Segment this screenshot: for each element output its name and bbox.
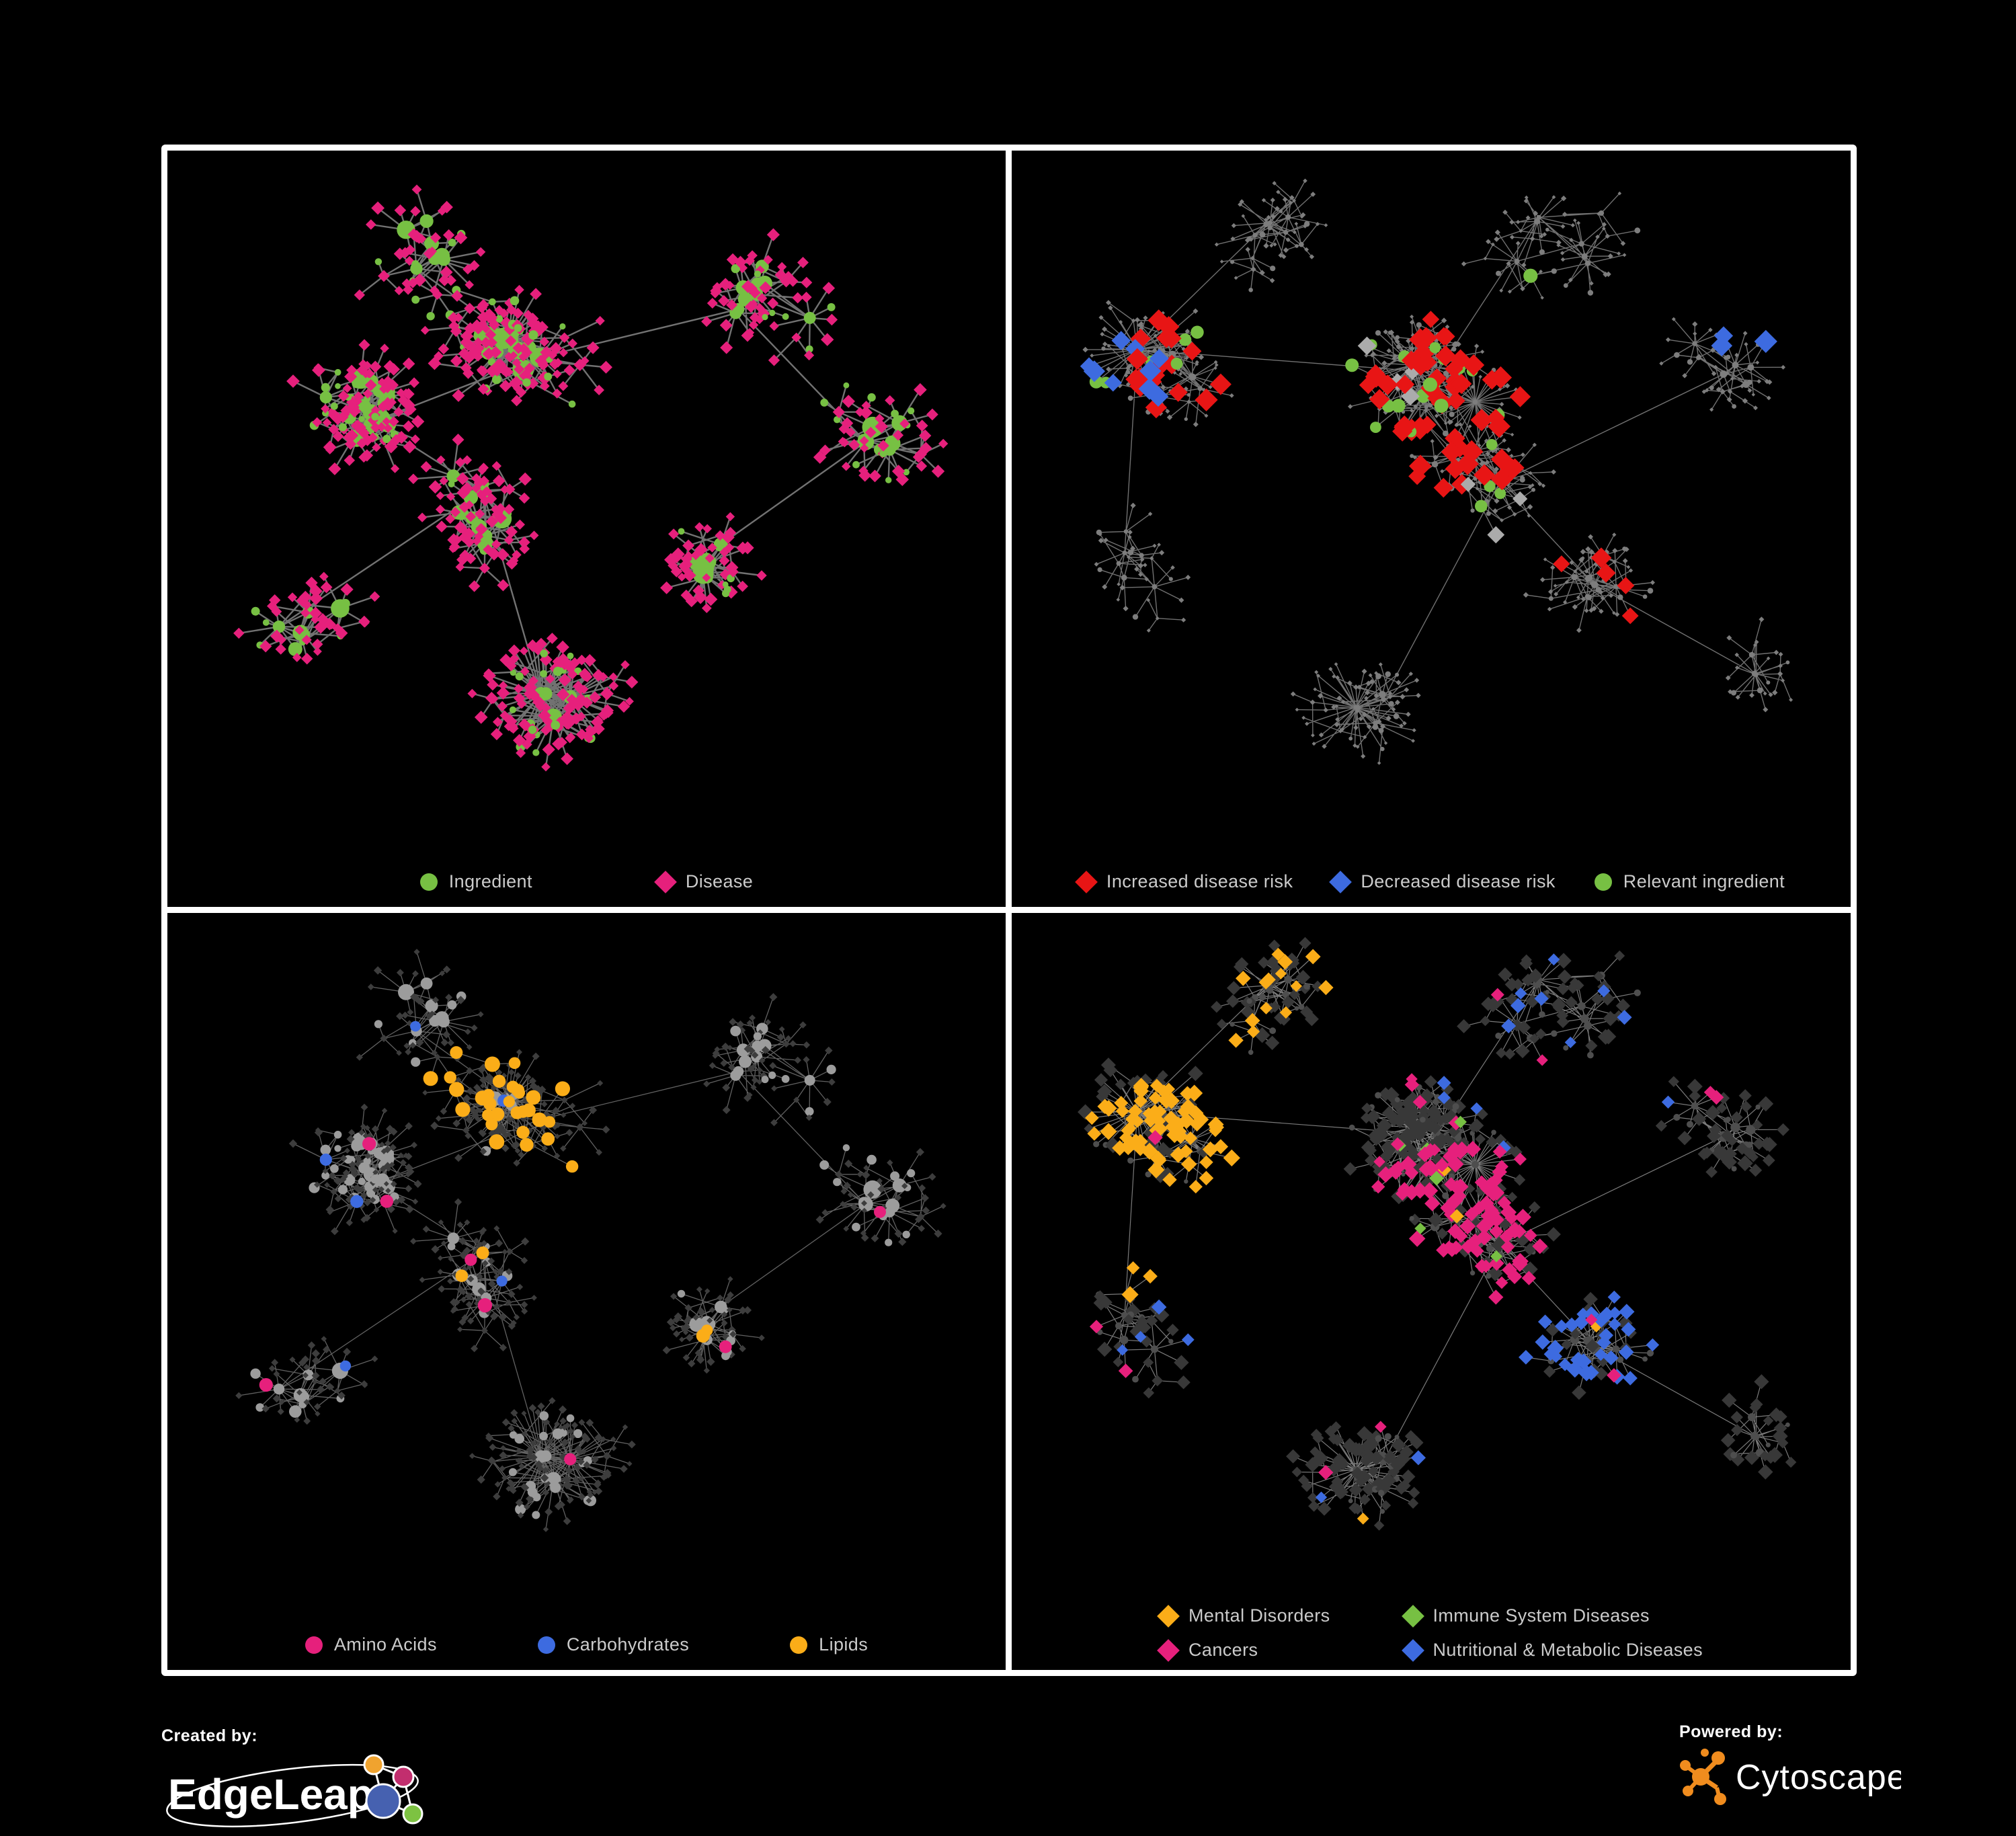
cytoscape-wordmark: Cytoscape <box>1736 1758 1901 1797</box>
cytoscape-node <box>1714 1793 1726 1805</box>
legend-item: Lipids <box>790 1634 868 1655</box>
legend-item: Relevant ingredient <box>1594 871 1785 892</box>
network-graph-disease-risk <box>1080 178 1793 765</box>
legend-marker-lipids <box>790 1636 808 1654</box>
cytoscape-node <box>1701 1749 1709 1757</box>
legend-label: Relevant ingredient <box>1623 871 1785 891</box>
cytoscape-logo: Cytoscape <box>1680 1749 1906 1805</box>
legend-label: Mental Disorders <box>1188 1605 1330 1626</box>
legend-label: Carbohydrates <box>566 1634 690 1654</box>
legend-marker-carbohydrates <box>537 1636 555 1654</box>
legend-marker-relevant-ingredient <box>1594 873 1612 891</box>
edgeleap-network-icon <box>363 1754 424 1825</box>
legend-label: Increased disease risk <box>1106 871 1293 891</box>
edgeleap-wordmark: EdgeLeap <box>168 1770 374 1819</box>
legend-label: Immune System Diseases <box>1433 1605 1650 1626</box>
legend-marker-decreased-risk <box>1329 870 1353 893</box>
cytoscape-node <box>1692 1768 1709 1786</box>
edgeleap-node-orange <box>363 1754 385 1775</box>
legend-disease-risk: Increased disease risk Decreased disease… <box>1012 870 1851 893</box>
four-panel-grid: Ingredient Disease Increased disease ris… <box>161 145 1857 1676</box>
legend-item: Disease <box>653 870 754 893</box>
legend-marker-amino-acids <box>305 1636 323 1654</box>
powered-by-label: Powered by: <box>1679 1722 1783 1741</box>
cytoscape-node <box>1680 1760 1691 1771</box>
created-by-label: Created by: <box>161 1726 258 1745</box>
edgeleap-node-magenta <box>392 1765 415 1788</box>
network-graph-disease-categories <box>1078 936 1797 1531</box>
panel-macronutrients: Amino Acids Carbohydrates Lipids <box>167 913 1006 1670</box>
legend-label: Nutritional & Metabolic Diseases <box>1433 1640 1703 1660</box>
legend-marker-increased-risk <box>1075 870 1098 893</box>
legend-marker-disease <box>653 870 677 893</box>
legend-label: Disease <box>685 871 754 891</box>
edgeleap-credit: Created by: EdgeLeap <box>161 1726 484 1836</box>
panel-disease-categories: Mental Disorders Immune System Diseases … <box>1012 913 1851 1670</box>
edgeleap-logo: EdgeLeap <box>166 1754 424 1828</box>
cytoscape-node <box>1683 1786 1693 1796</box>
legend-label: Amino Acids <box>333 1634 437 1654</box>
legend-label: Lipids <box>819 1634 869 1654</box>
panel-ingredient-disease: Ingredient Disease <box>167 151 1006 907</box>
legend-label: Cancers <box>1188 1640 1258 1660</box>
cytoscape-node <box>1711 1751 1725 1765</box>
legend-marker-ingredient <box>419 873 438 891</box>
legend-marker-metabolic-diseases <box>1401 1638 1424 1662</box>
legend-item: Ingredient <box>419 871 532 892</box>
panel-disease-risk: Increased disease risk Decreased disease… <box>1012 151 1851 907</box>
network-graph-macronutrients <box>235 949 946 1532</box>
legend-item: Immune System Diseases <box>1401 1604 1703 1628</box>
legend-label: Decreased disease risk <box>1361 871 1556 891</box>
edgeleap-node-green <box>402 1803 424 1825</box>
legend-macronutrients: Amino Acids Carbohydrates Lipids <box>167 1634 1006 1655</box>
legend-item: Cancers <box>1157 1638 1330 1662</box>
legend-label: Ingredient <box>448 871 532 891</box>
legend-marker-mental-disorders <box>1157 1604 1180 1628</box>
edgeleap-node-blue <box>365 1783 401 1819</box>
legend-marker-cancers <box>1157 1638 1180 1662</box>
legend-item: Carbohydrates <box>537 1634 690 1655</box>
network-graph-ingredient-disease <box>233 184 949 772</box>
panel-divider-horizontal <box>167 907 1851 913</box>
legend-item: Nutritional & Metabolic Diseases <box>1401 1638 1703 1662</box>
legend-ingredient-disease: Ingredient Disease <box>167 870 1006 893</box>
legend-item: Decreased disease risk <box>1329 870 1556 893</box>
cytoscape-network-icon <box>1680 1749 1726 1805</box>
legend-item: Mental Disorders <box>1157 1604 1330 1628</box>
legend-marker-immune-diseases <box>1401 1604 1424 1628</box>
legend-item: Amino Acids <box>305 1634 437 1655</box>
cytoscape-credit: Powered by: Cytoscape <box>1679 1722 1906 1808</box>
legend-item: Increased disease risk <box>1075 870 1293 893</box>
legend-disease-categories: Mental Disorders Immune System Diseases … <box>1012 1604 1851 1662</box>
